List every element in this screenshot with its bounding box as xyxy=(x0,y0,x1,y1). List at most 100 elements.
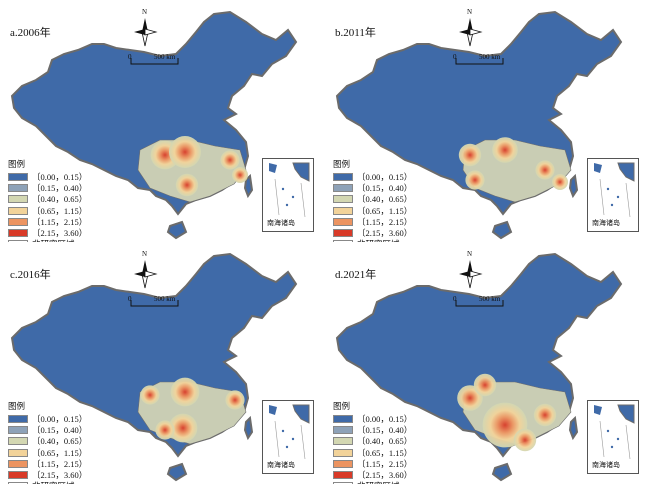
legend-item: 〔1.15，2.15） xyxy=(8,216,87,227)
legend-item: 〔0.00，0.15） xyxy=(8,171,87,182)
legend-swatch xyxy=(333,448,353,457)
legend-label: 〔0.00，0.15） xyxy=(32,171,88,182)
inset-map xyxy=(269,162,310,218)
south-china-sea-inset: 南海诸岛 xyxy=(262,158,314,232)
north-arrow-icon xyxy=(459,18,483,47)
legend-item: 〔0.40，0.65） xyxy=(333,436,412,447)
legend-swatch xyxy=(8,240,28,242)
legend-swatch xyxy=(333,206,353,215)
legend: 图例 〔0.00，0.15） 〔0.15，0.40） 〔0.40，0.65） 〔0.65… xyxy=(333,400,412,484)
legend-item: 〔0.15，0.40） xyxy=(333,424,412,435)
legend-label: 〔0.65，1.15） xyxy=(357,447,413,458)
legend-item: 〔1.15，2.15） xyxy=(333,216,412,227)
hotspot xyxy=(232,167,248,183)
map-panel: a.2006年 N 0 500 km 图例 〔0.00，0.15） 〔0.15，0.40）〔… xyxy=(0,0,325,242)
south-china-sea-inset: 南海诸岛 xyxy=(587,158,639,232)
legend-label: 非研究区域 xyxy=(357,480,400,484)
scale-zero-label: 0 xyxy=(128,295,132,303)
legend-label: 〔1.15，2.15） xyxy=(32,458,88,469)
legend-item: 〔0.65，1.15） xyxy=(333,205,412,216)
legend-label: 〔0.40，0.65） xyxy=(32,194,88,205)
legend-swatch xyxy=(8,482,28,484)
north-arrow-icon xyxy=(459,260,483,289)
north-label: N xyxy=(142,250,148,258)
hainan-island xyxy=(166,220,188,240)
legend-item: 〔2.15，3.60） xyxy=(333,469,412,480)
legend-item: 〔0.00，0.15） xyxy=(8,413,87,424)
legend-title: 图例 xyxy=(8,401,26,411)
inset-map xyxy=(594,404,635,460)
legend: 图例 〔0.00，0.15） 〔0.15，0.40） 〔0.40，0.65） 〔0.65… xyxy=(8,400,87,484)
legend-item: 非研究区域 xyxy=(8,481,87,484)
legend-item: 〔1.15，2.15） xyxy=(8,458,87,469)
legend-item: 〔0.00，0.15） xyxy=(333,171,412,182)
hotspot xyxy=(458,143,482,167)
hotspot xyxy=(473,373,497,397)
legend-item: 〔0.15，0.40） xyxy=(8,182,87,193)
hainan-island xyxy=(491,462,513,482)
legend-label: 〔0.15，0.40） xyxy=(32,424,88,435)
hainan-island xyxy=(491,220,513,240)
hotspot xyxy=(170,377,200,407)
hotspot xyxy=(225,390,245,410)
legend-item: 〔0.40，0.65） xyxy=(333,194,412,205)
scale-bar xyxy=(130,300,179,307)
legend-item: 〔0.65，1.15） xyxy=(8,447,87,458)
hotspot xyxy=(140,385,160,405)
scale-bar xyxy=(455,58,504,65)
legend-swatch xyxy=(8,229,28,238)
legend-item: 〔0.40，0.65） xyxy=(8,194,87,205)
inset-label: 南海诸岛 xyxy=(267,461,295,469)
panel-title: c.2016年 xyxy=(10,269,51,281)
china-map xyxy=(335,252,623,482)
legend-item: 非研究区域 xyxy=(333,239,412,242)
taiwan-island xyxy=(568,173,579,199)
hotspot xyxy=(552,174,568,190)
legend-swatch xyxy=(333,229,353,238)
north-arrow-icon xyxy=(134,260,158,289)
north-arrow-icon xyxy=(134,18,158,47)
panel-title: a.2006年 xyxy=(10,27,51,39)
south-china-sea-inset: 南海诸岛 xyxy=(587,400,639,474)
hotspot xyxy=(220,150,240,170)
hotspot xyxy=(169,136,201,168)
legend-label: 〔0.15，0.40） xyxy=(357,424,413,435)
inset-label: 南海诸岛 xyxy=(267,219,295,227)
legend-label: 〔0.40，0.65） xyxy=(357,436,413,447)
legend-item: 〔2.15，3.60） xyxy=(8,227,87,238)
legend-item: 〔0.15，0.40） xyxy=(8,424,87,435)
panel-title: b.2011年 xyxy=(335,27,376,39)
legend-swatch xyxy=(333,414,353,423)
legend-label: 〔2.15，3.60） xyxy=(32,470,88,481)
legend-label: 〔1.15，2.15） xyxy=(32,216,88,227)
legend-swatch xyxy=(8,217,28,226)
legend-swatch xyxy=(8,471,28,480)
map-panel: d.2021年 N 0 500 km 图例 〔0.00，0.15） 〔0.15，0.40）〔… xyxy=(325,242,650,484)
legend-swatch xyxy=(8,448,28,457)
legend-item: 〔0.40，0.65） xyxy=(8,436,87,447)
legend-label: 〔0.00，0.15） xyxy=(357,171,413,182)
scale-label: 500 km xyxy=(154,53,176,61)
legend-item: 〔0.65，1.15） xyxy=(333,447,412,458)
legend-label: 非研究区域 xyxy=(32,238,75,242)
hainan-island xyxy=(166,462,188,482)
legend-label: 〔0.65，1.15） xyxy=(357,205,413,216)
hotspot xyxy=(535,160,555,180)
legend-item: 〔2.15，3.60） xyxy=(8,469,87,480)
legend-swatch xyxy=(333,240,353,242)
hotspot xyxy=(465,170,485,190)
map-panel: b.2011年 N 0 500 km 图例 〔0.00，0.15） 〔0.15，0.40）〔… xyxy=(325,0,650,242)
legend-swatch xyxy=(8,206,28,215)
legend-label: 〔2.15，3.60） xyxy=(32,228,88,239)
legend-label: 〔0.00，0.15） xyxy=(32,413,88,424)
hotspot xyxy=(533,403,557,427)
legend-label: 〔1.15，2.15） xyxy=(357,458,413,469)
china-map xyxy=(10,10,298,240)
legend-label: 非研究区域 xyxy=(357,238,400,242)
legend-label: 〔0.15，0.40） xyxy=(32,182,88,193)
legend-label: 〔0.40，0.65） xyxy=(32,436,88,447)
legend-label: 〔0.40，0.65） xyxy=(357,194,413,205)
legend-swatch xyxy=(8,437,28,446)
scale-label: 500 km xyxy=(479,295,501,303)
scale-zero-label: 0 xyxy=(453,295,457,303)
